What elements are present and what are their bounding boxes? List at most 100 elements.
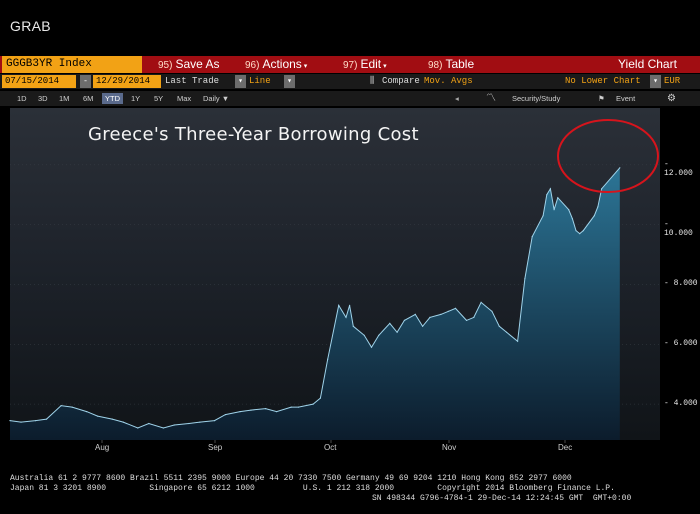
trend-line-icon[interactable]: 〽 [486, 93, 496, 104]
start-date-field[interactable]: 07/15/2014 [2, 75, 76, 88]
edit-dropdown-icon: ▾ [381, 63, 387, 70]
compare-button[interactable]: Compare [382, 76, 420, 86]
data-point-48 [506, 331, 508, 333]
edit-number: 97) [343, 60, 358, 71]
period-1y[interactable]: 1Y [131, 94, 141, 103]
data-point-2 [35, 420, 37, 422]
moving-averages-button[interactable]: Mov. Avgs [424, 76, 473, 86]
end-date-field[interactable]: 12/29/2014 [93, 75, 161, 88]
data-point-3 [45, 418, 48, 420]
data-point-58 [571, 218, 574, 220]
event-flag-icon: ⚑ [598, 94, 605, 103]
data-point-41 [447, 310, 449, 312]
data-point-40 [440, 313, 442, 315]
collapse-arrow-icon[interactable]: ◂ [455, 94, 459, 103]
edit-button[interactable]: 97) Edit ▾ [343, 56, 387, 73]
currency-select[interactable]: EUR [661, 75, 691, 88]
period-1m[interactable]: 1M [59, 94, 70, 103]
table-label: Table [445, 57, 475, 71]
settings-gear-icon[interactable]: ⚙ [667, 93, 676, 104]
data-point-6 [86, 411, 88, 413]
price-field-select[interactable]: Last Trade [162, 75, 234, 88]
data-point-63 [597, 206, 599, 208]
period-max[interactable]: Max [177, 94, 192, 103]
data-point-18 [239, 411, 241, 413]
data-point-55 [553, 209, 555, 211]
data-point-59 [575, 230, 577, 232]
data-point-42 [454, 307, 457, 309]
edit-label: Edit [360, 57, 382, 71]
period-3d[interactable]: 3D [38, 94, 48, 103]
x-month-label-oct: Oct [324, 443, 337, 452]
options-toolbar: 07/15/2014 - 12/29/2014 Last Trade ▾ Lin… [0, 74, 700, 89]
data-point-38 [422, 325, 424, 327]
x-month-label-sep: Sep [208, 443, 223, 452]
data-point-22 [290, 406, 292, 408]
highlight-circle-annotation [557, 119, 659, 193]
data-point-52 [542, 215, 544, 217]
data-point-24 [312, 403, 314, 405]
data-point-1 [20, 421, 22, 423]
security-study-button[interactable]: Security/Study [512, 94, 561, 103]
x-month-label-dec: Dec [558, 443, 573, 452]
data-point-57 [568, 209, 570, 211]
data-point-43 [465, 319, 468, 321]
y-tick-label-4: - 4.000 [664, 399, 698, 409]
period-6m[interactable]: 6M [83, 94, 94, 103]
data-point-34 [389, 322, 391, 324]
chart-style-select[interactable]: Line [246, 75, 280, 88]
data-point-62 [593, 215, 595, 217]
period-toolbar: 1D 3D 1M 6M YTD 1Y 5Y Max Daily ▼ ◂ 〽 Se… [0, 91, 700, 106]
actions-number: 96) [245, 60, 260, 71]
frequency-select[interactable]: Daily ▼ [203, 94, 230, 103]
compare-icon: ⫼ [370, 76, 375, 86]
data-point-21 [276, 411, 278, 413]
footer-line-2: Japan 81 3 3201 8900 Singapore 65 6212 1… [10, 484, 615, 493]
data-point-60 [579, 233, 581, 235]
data-point-37 [414, 313, 416, 315]
table-button[interactable]: 98) Table [428, 56, 474, 73]
lower-chart-dropdown[interactable]: ▾ [650, 75, 661, 88]
data-point-17 [224, 414, 226, 416]
data-point-56 [557, 197, 559, 199]
data-point-50 [524, 277, 526, 280]
data-point-51 [531, 236, 533, 238]
y-tick-label-2: - 8.000 [664, 279, 698, 289]
data-point-31 [363, 334, 365, 336]
data-point-11 [148, 422, 150, 425]
data-point-12 [162, 427, 164, 429]
save-as-button[interactable]: 95) Save As [158, 56, 219, 73]
y-axis [660, 108, 700, 440]
data-point-36 [403, 319, 405, 321]
data-point-32 [370, 346, 373, 348]
table-number: 98) [428, 60, 443, 71]
data-point-44 [473, 316, 475, 318]
data-point-4 [60, 405, 62, 407]
data-point-26 [327, 358, 329, 360]
data-point-13 [173, 424, 175, 426]
event-button[interactable]: Event [616, 94, 636, 103]
period-5y[interactable]: 5Y [154, 94, 164, 103]
data-point-28 [345, 316, 347, 318]
price-field-dropdown[interactable]: ▾ [235, 75, 246, 88]
save-as-label: Save As [175, 57, 220, 71]
data-point-65 [619, 167, 621, 169]
actions-button[interactable]: 96) Actions ▾ [245, 56, 307, 73]
data-point-30 [352, 325, 354, 327]
chart-style-dropdown[interactable]: ▾ [284, 75, 295, 88]
lower-chart-select[interactable]: No Lower Chart [562, 75, 648, 88]
data-point-8 [111, 418, 113, 420]
data-point-39 [429, 316, 431, 318]
footer-contact-info: Australia 61 2 9777 8600 Brazil 5511 239… [0, 456, 700, 514]
chart-area-fill [10, 167, 620, 441]
data-point-14 [188, 422, 190, 425]
period-ytd[interactable]: YTD [102, 93, 123, 104]
ticker-field[interactable]: GGGB3YR Index [2, 56, 142, 73]
data-point-19 [250, 409, 252, 411]
data-point-33 [378, 334, 380, 336]
data-point-49 [517, 340, 519, 342]
data-point-47 [498, 325, 500, 327]
period-1d[interactable]: 1D [17, 94, 27, 103]
data-point-61 [582, 230, 584, 232]
